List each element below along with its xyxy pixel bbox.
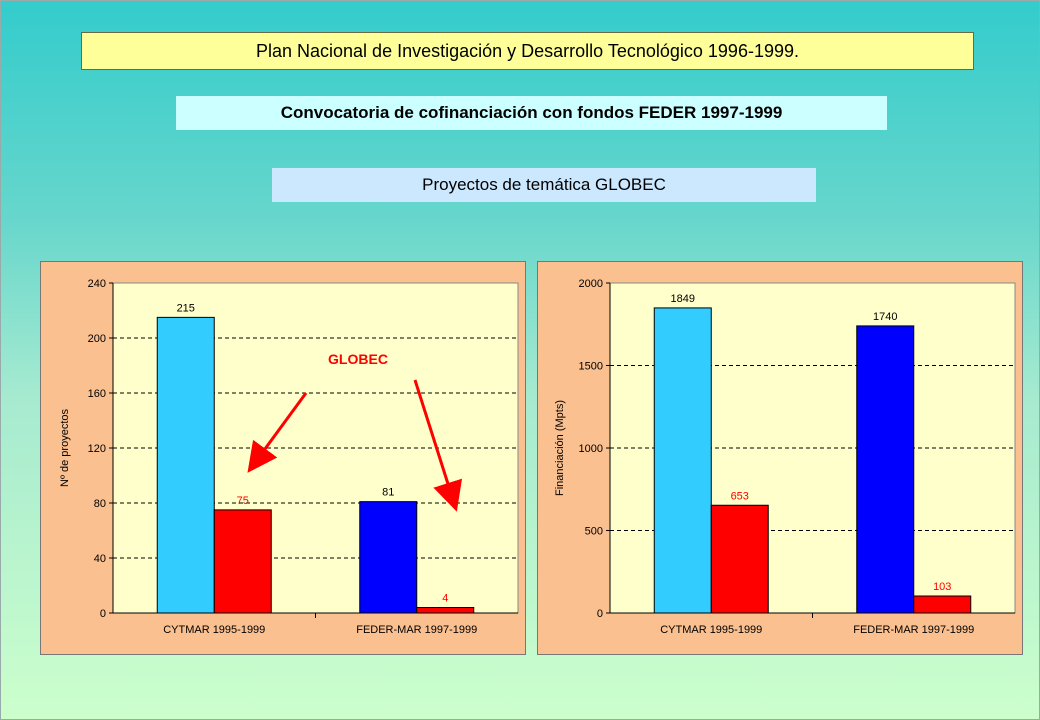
right-x-tick-label: FEDER-MAR 1997-1999 bbox=[853, 624, 974, 636]
left-data-label: 215 bbox=[177, 302, 195, 314]
left-bar bbox=[359, 501, 418, 614]
left-y-axis-label: Nº de proyectos bbox=[59, 409, 71, 487]
chart-projects-count: 0 40 80 120 160 200 240 Nº de proyectos 215 75 CYT… bbox=[40, 261, 526, 655]
right-x-tick-label: CYTMAR 1995-1999 bbox=[660, 624, 762, 636]
page-title: Plan Nacional de Investigación y Desarro… bbox=[81, 32, 974, 70]
right-y-tick-label: 500 bbox=[585, 526, 603, 538]
right-y-tick-label: 0 bbox=[597, 608, 603, 620]
left-y-tick-label: 120 bbox=[88, 443, 106, 455]
chart-funding-svg: 0 500 1000 1500 2000 Financiación (Mpts) 1849 6… bbox=[554, 278, 1016, 636]
left-bar bbox=[416, 607, 475, 614]
right-y-axis-label: Financiación (Mpts) bbox=[554, 400, 566, 496]
right-y-tick-label: 1500 bbox=[579, 361, 603, 373]
left-data-label: 4 bbox=[442, 593, 448, 605]
right-data-label: 653 bbox=[731, 490, 749, 502]
left-bar bbox=[213, 509, 272, 614]
page-subtitle: Convocatoria de cofinanciación con fondo… bbox=[176, 96, 887, 130]
globec-annotation: GLOBEC bbox=[328, 351, 388, 367]
left-data-label: 75 bbox=[237, 495, 249, 507]
left-x-tick-label: FEDER-MAR 1997-1999 bbox=[356, 624, 477, 636]
right-bar bbox=[653, 307, 712, 614]
globec-arrow-left bbox=[247, 392, 308, 473]
globec-arrow-right bbox=[413, 379, 463, 512]
left-data-label: 81 bbox=[382, 487, 394, 499]
left-y-tick-label: 80 bbox=[94, 498, 106, 510]
right-bar bbox=[913, 595, 972, 614]
left-x-tick-label: CYTMAR 1995-1999 bbox=[163, 624, 265, 636]
left-bar bbox=[156, 316, 215, 614]
left-y-tick-label: 160 bbox=[88, 388, 106, 400]
right-bar bbox=[710, 504, 769, 614]
left-y-tick-label: 0 bbox=[100, 608, 106, 620]
right-y-tick-label: 2000 bbox=[579, 278, 603, 290]
right-bar bbox=[856, 325, 915, 614]
section-title: Proyectos de temática GLOBEC bbox=[272, 168, 816, 202]
right-y-tick-label: 1000 bbox=[579, 443, 603, 455]
left-y-tick-label: 240 bbox=[88, 278, 106, 290]
chart-funding: 0 500 1000 1500 2000 Financiación (Mpts) 1849 6… bbox=[537, 261, 1023, 655]
right-data-label: 1849 bbox=[671, 293, 695, 305]
right-data-label: 103 bbox=[933, 581, 951, 593]
right-data-label: 1740 bbox=[873, 311, 897, 323]
left-y-tick-label: 40 bbox=[94, 553, 106, 565]
left-y-tick-label: 200 bbox=[88, 333, 106, 345]
chart-projects-count-svg: 0 40 80 120 160 200 240 Nº de proyectos 215 75 CYT… bbox=[59, 278, 519, 636]
